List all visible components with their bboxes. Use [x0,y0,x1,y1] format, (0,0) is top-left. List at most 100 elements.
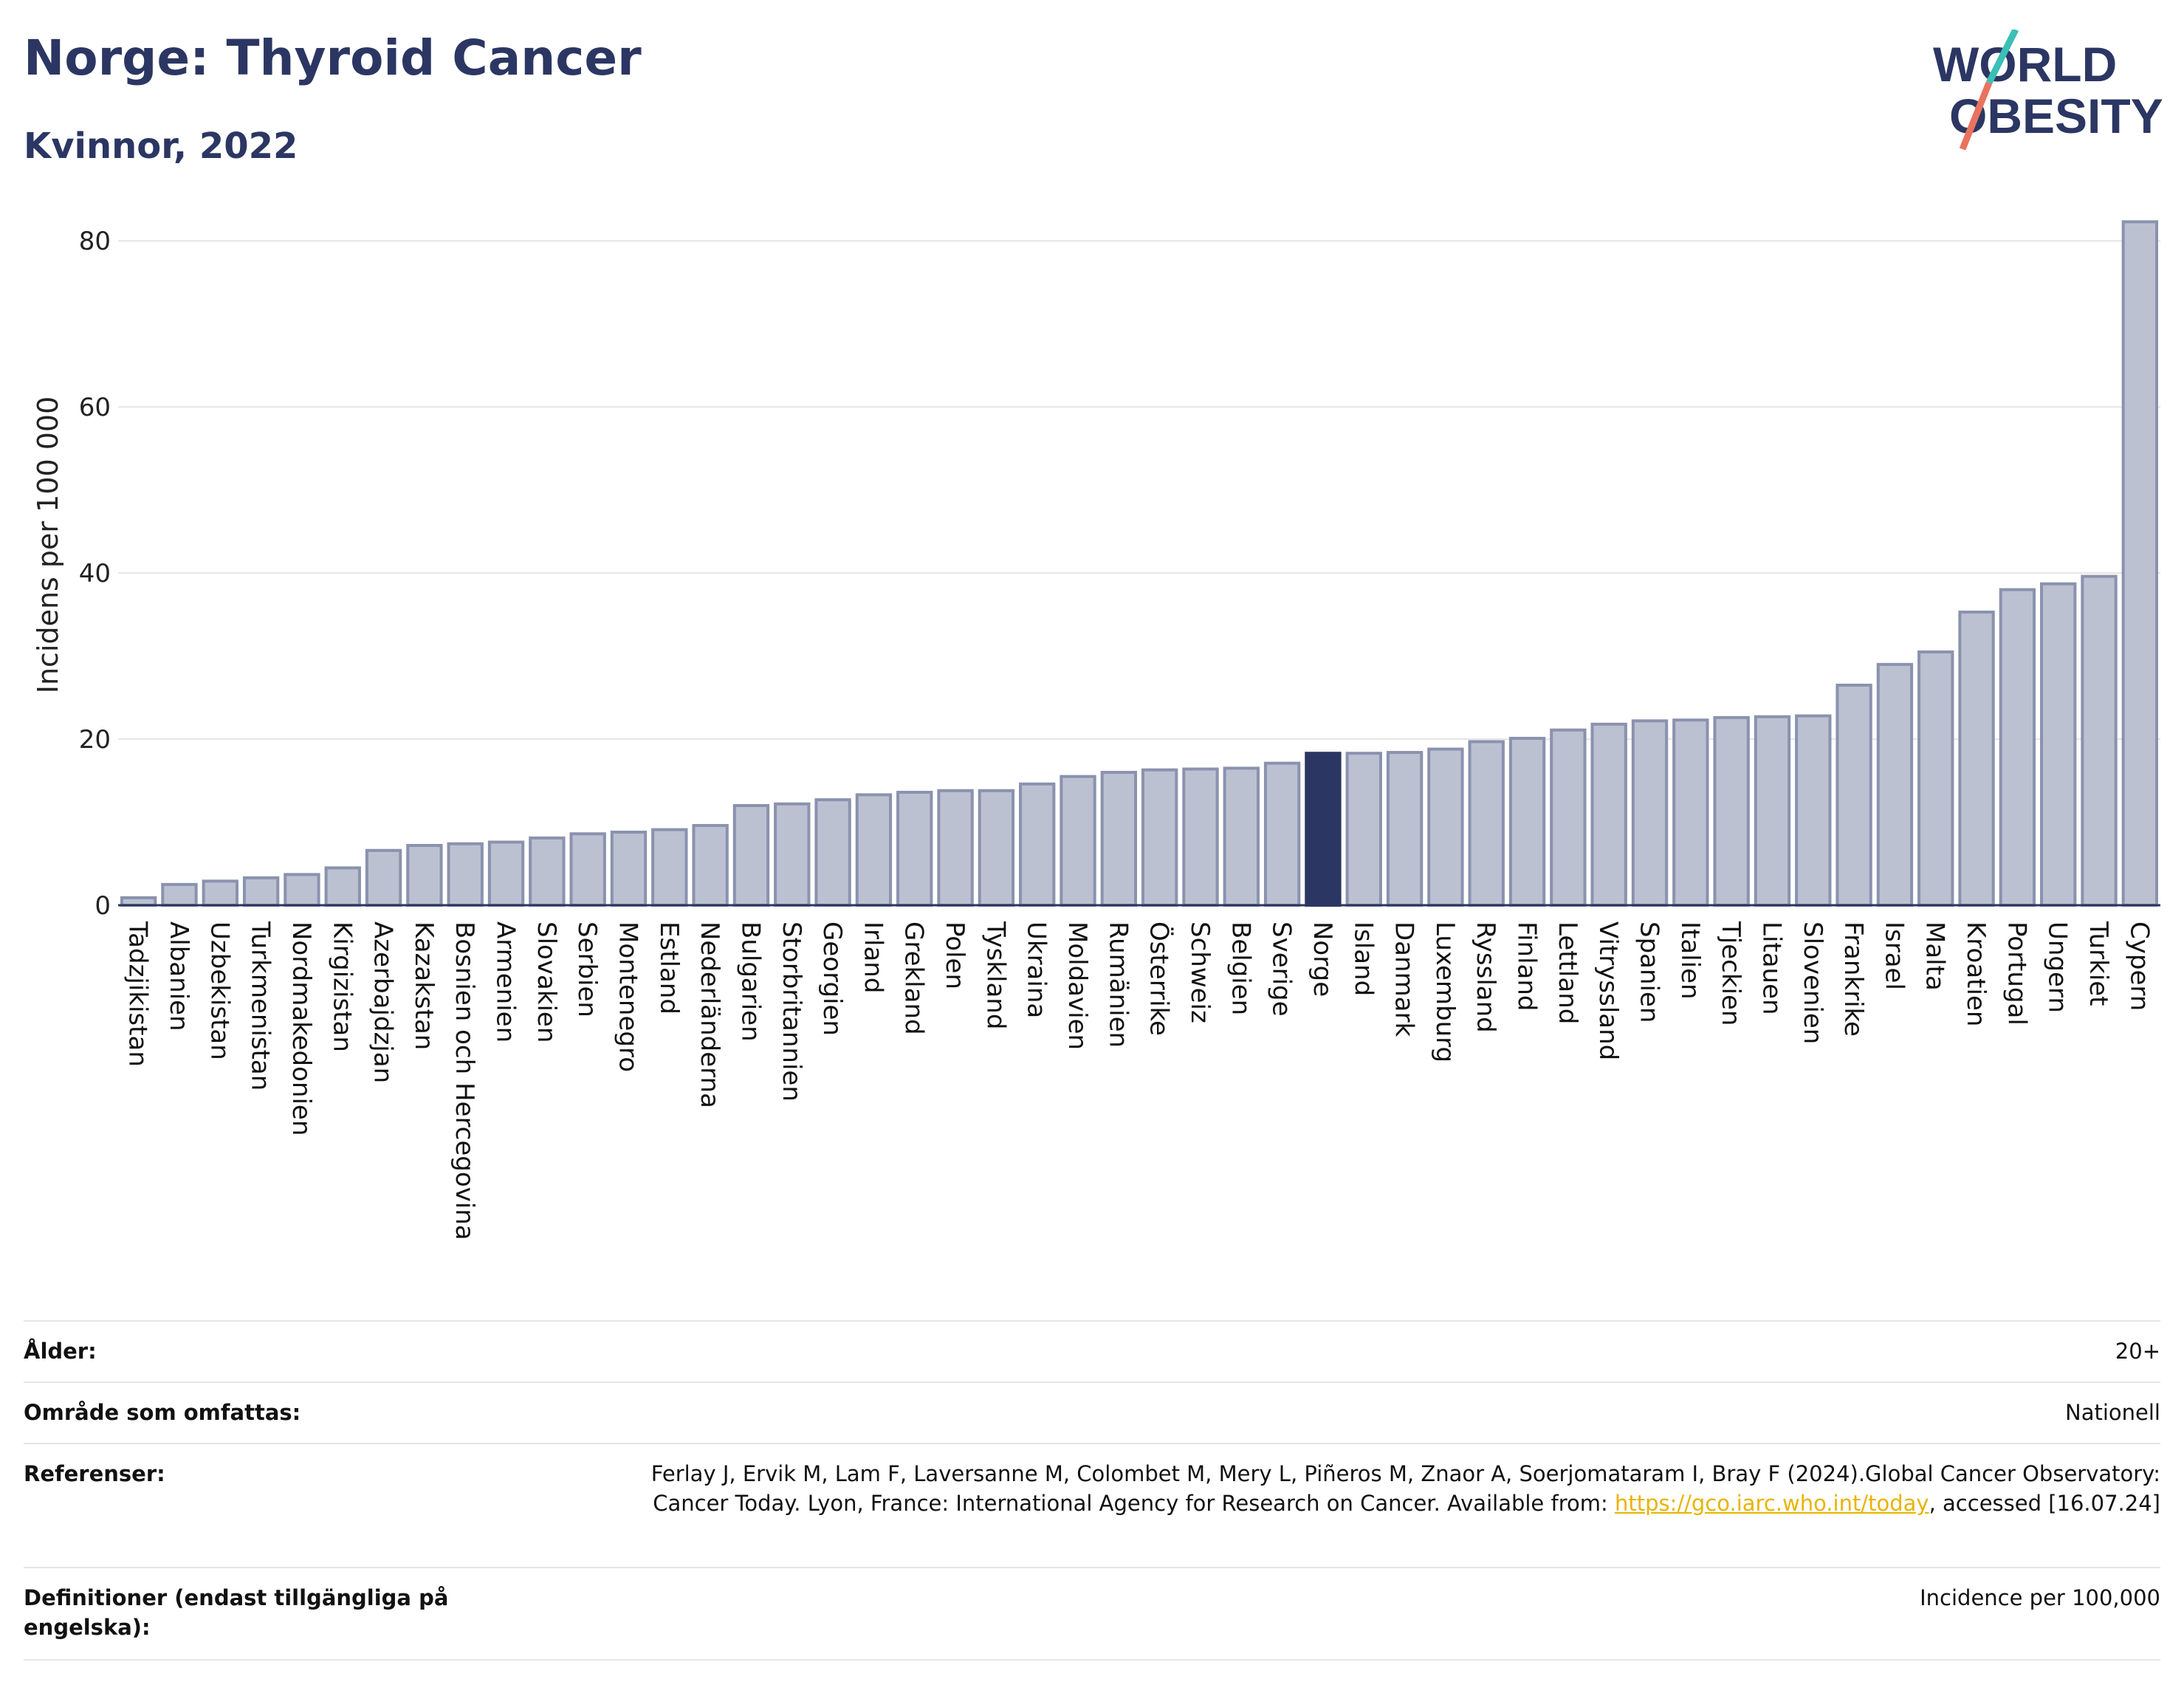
x-tick-label: Tyskland [981,921,1010,1029]
x-tick-label: Lettland [1553,921,1582,1024]
reference-text: Ferlay J, Ervik M, Lam F, Laversanne M, … [650,1461,2160,1516]
x-tick-label: Island [1348,921,1378,996]
page-subtitle: Kvinnor, 2022 [24,126,298,167]
x-tick-label: Spanien [1635,921,1664,1023]
info-table: Ålder: 20+ Område som omfattas: Nationel… [24,1320,2160,1661]
x-tick-label: Frankrike [1838,921,1868,1037]
bar [814,798,851,907]
bar [1713,715,1750,907]
page-title: Norge: Thyroid Cancer [24,30,642,86]
x-tick-label: Malta [1920,921,1950,991]
x-tick-label: Slovenien [1798,921,1827,1044]
logo-line1: WORLD [1933,37,2117,92]
x-tick-label: Belgien [1226,921,1255,1015]
x-tick-label: Luxemburg [1430,921,1460,1062]
reference-link[interactable]: https://gco.iarc.who.int/today [1614,1491,1929,1516]
x-tick-label: Moldavien [1062,921,1092,1050]
bar [1182,767,1219,907]
world-obesity-logo: WORLD OBESITY [1933,30,2163,151]
bar [487,840,525,907]
bar [1468,740,1505,907]
x-tick-label: Storbritannien [777,921,806,1102]
bar [161,882,198,907]
bar [242,876,280,907]
bar [855,793,893,907]
bar [1223,766,1260,907]
x-tick-label: Kirgizistan [327,921,357,1052]
bar-highlight [1305,752,1342,907]
bar [1631,719,1669,907]
bar [610,831,648,907]
bar [1345,752,1382,907]
logo-slash-red [1959,81,1993,151]
bar [1999,588,2036,907]
info-key: Referenser: [24,1461,165,1486]
x-tick-label: Tadzjikistan [123,921,153,1067]
x-tick-label: Slovakien [532,921,561,1043]
x-tick-label: Bulgarien [735,921,765,1042]
x-tick-label: Montenegro [614,921,643,1072]
info-value: Nationell [2065,1400,2160,1425]
x-tick-label: Danmark [1390,921,1419,1037]
x-tick-label: Litauen [1757,921,1786,1015]
info-row-references: Referenser: Ferlay J, Ervik M, Lam F, La… [24,1443,2160,1567]
x-tick-label: Ukraina [1022,921,1051,1018]
bar [1508,736,1546,907]
bar [732,804,770,907]
x-tick-label: Tjeckien [1716,921,1745,1026]
bar [365,848,402,907]
bar [1917,650,1954,907]
x-tick-label: Albanien [164,921,193,1031]
x-tick-label: Irland [858,921,887,993]
x-tick-label: Portugal [2002,921,2031,1026]
bar [774,802,811,907]
info-row-definitions: Definitioner (endast tillgängliga på eng… [24,1567,2160,1659]
info-value: 20+ [2115,1339,2160,1364]
bar [1795,714,1832,907]
x-tick-label: Turkiet [2084,921,2113,1006]
info-row-area: Område som omfattas: Nationell [24,1381,2160,1443]
bar [1386,751,1424,907]
bar [406,844,443,907]
y-tick-label: 80 [79,227,111,256]
x-tick-label: Grekland [899,921,929,1035]
bar [1672,718,1709,907]
info-key: Område som omfattas: [24,1400,301,1425]
x-tick-label: Uzbekistan [205,921,234,1060]
bar [1958,610,1995,907]
logo-slash-teal [1985,30,2019,85]
bar [1141,768,1178,907]
y-tick-label: 20 [79,725,111,755]
x-tick-label: Estland [654,921,684,1014]
x-tick-label: Österrike [1144,921,1175,1036]
bar [651,828,688,907]
bar [1100,771,1138,907]
x-tick-label: Turkmenistan [246,921,275,1091]
info-row-age: Ålder: 20+ [24,1320,2160,1381]
y-tick-label: 0 [95,891,111,921]
bar [1876,662,1914,907]
x-tick-label: Georgien [817,921,847,1036]
y-tick-label: 40 [79,559,111,588]
bar [120,896,157,907]
bar [1427,747,1464,907]
bar [896,791,933,907]
bar [1550,728,1587,907]
x-tick-label: Kroatien [1961,921,1991,1026]
bar [2081,574,2118,907]
x-tick-label: Finland [1512,921,1542,1012]
bar [1754,715,1791,907]
bar [1263,761,1301,907]
bar-chart: 0 20 40 60 80 Incidens per 100 000 Tadzjikista… [32,220,2160,1240]
x-tick-label: Vitryssland [1593,921,1623,1060]
bar [2040,582,2077,907]
x-tick-label: Ungern [2043,921,2073,1013]
x-tick-label: Italien [1675,921,1705,1000]
x-tick-label: Armenien [491,921,521,1043]
info-key: Ålder: [24,1339,97,1364]
bar [1019,782,1056,907]
info-value: Ferlay J, Ervik M, Lam F, Laversanne M, … [625,1459,2160,1567]
bar [1836,683,1872,907]
x-tick-label: Kazakstan [409,921,439,1050]
x-tick-label: Polen [940,921,969,989]
